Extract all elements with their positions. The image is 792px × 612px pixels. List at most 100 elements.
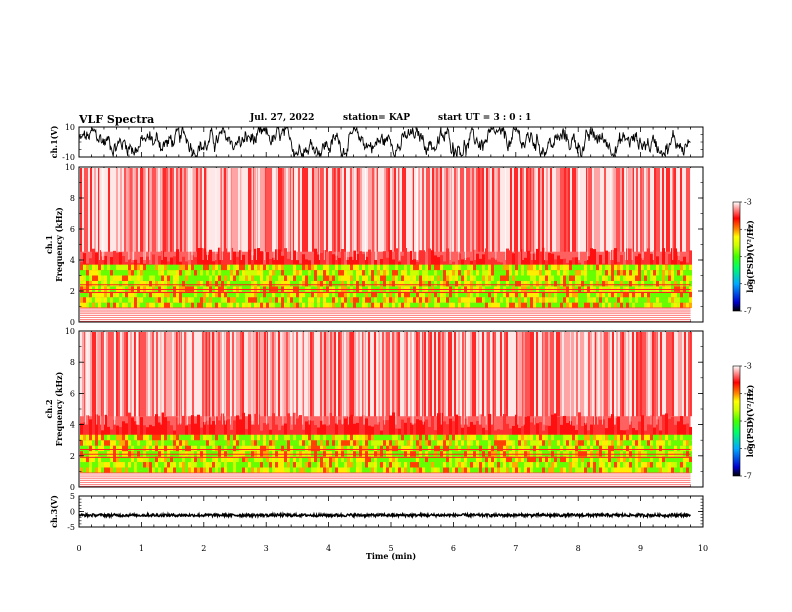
spectrogram-cell — [452, 291, 455, 298]
spectrogram-cell — [515, 291, 518, 298]
spectrogram-cell — [641, 415, 644, 436]
spectrogram-cell — [428, 462, 431, 468]
spectrogram-cell — [418, 332, 420, 417]
spectrogram-cell — [674, 434, 677, 441]
spectrogram-cell — [518, 264, 521, 271]
spectrogram-cell — [542, 462, 545, 468]
spectrogram-cell — [336, 168, 338, 252]
spectrogram-cell — [330, 332, 332, 417]
spectrogram-cell — [635, 445, 638, 452]
spectrogram-cell — [248, 445, 251, 452]
spectrogram-cell — [176, 467, 179, 473]
spectrogram-cell — [503, 467, 506, 473]
spectrogram-cell — [152, 462, 155, 468]
spectrogram-cell — [188, 462, 191, 468]
spectrogram-cell — [114, 168, 116, 252]
spectrogram-cell — [668, 253, 671, 271]
spectrogram-cell — [329, 412, 332, 436]
spectrogram-cell — [581, 456, 584, 463]
spectrogram-cell — [290, 445, 293, 452]
spectrogram-cell — [515, 445, 518, 452]
spectrogram-cell — [605, 445, 608, 452]
spectrogram-cell — [428, 445, 431, 452]
spectrogram-cell — [131, 280, 134, 287]
spectrogram-cell — [455, 291, 458, 298]
spectrogram-cell — [144, 332, 146, 417]
spectrogram-cell — [572, 425, 575, 436]
spectrogram-cell — [632, 467, 635, 473]
spectrogram-cell — [629, 440, 632, 446]
spectrogram-cell — [431, 462, 434, 468]
spectrogram-cell — [278, 297, 281, 303]
colorbar-label: log(PSD)(V²/Hz) — [745, 385, 755, 458]
spectrogram-cell — [281, 445, 284, 452]
spectrogram-cell — [215, 445, 218, 452]
spectrogram-cell — [266, 456, 269, 463]
spectrogram-cell — [116, 467, 119, 473]
spectrogram-cell — [101, 256, 104, 271]
spectrogram-cell — [452, 270, 455, 276]
spectrogram-cell — [566, 275, 569, 281]
spectrogram-cell — [407, 291, 410, 298]
spectrogram-cell — [488, 332, 490, 417]
spectrogram-cell — [155, 440, 158, 446]
spectrogram-cell — [530, 422, 533, 436]
spectrogram-cell — [434, 456, 437, 463]
spectrogram-cell — [437, 456, 440, 463]
spectrogram-cell — [520, 168, 522, 252]
spectrogram-cell — [83, 456, 86, 463]
spectrogram-cell — [167, 420, 170, 436]
spectrogram-cell — [287, 434, 290, 441]
spectrogram-cell — [158, 291, 161, 298]
spectrogram-cell — [588, 332, 590, 417]
spectrogram-cell — [527, 264, 530, 271]
spectrogram-cell — [227, 275, 230, 281]
y-axis-label-line: ch.1(V) — [49, 125, 59, 158]
spectrogram-cell — [248, 462, 251, 468]
spectrogram-cell — [566, 332, 568, 417]
spectrogram-cell — [656, 291, 659, 298]
spectrogram-cell — [437, 445, 440, 452]
spectrogram-cell — [524, 257, 527, 271]
spectrogram-cell — [108, 168, 110, 252]
spectrogram-cell — [233, 275, 236, 281]
spectrogram-cell — [566, 280, 569, 287]
spectrogram-cell — [530, 434, 533, 441]
spectrogram-cell — [102, 168, 104, 252]
spectrogram-cell — [498, 332, 500, 417]
spectrogram-cell — [167, 456, 170, 463]
spectrogram-cell — [560, 275, 563, 281]
spectrogram-cell — [362, 275, 365, 281]
spectrogram-cell — [476, 297, 479, 303]
spectrogram-cell — [254, 467, 257, 473]
spectrogram-cell — [515, 275, 518, 281]
spectrogram-cell — [653, 291, 656, 298]
spectrogram-cell — [590, 275, 593, 281]
spectrogram-cell — [665, 270, 668, 276]
spectrogram-cell — [431, 280, 434, 287]
spectrogram-cell — [434, 302, 437, 309]
spectrogram-cell — [281, 434, 284, 441]
spectrogram-cell — [89, 467, 92, 473]
spectrogram-cell — [377, 280, 380, 287]
spectrogram-cell — [488, 297, 491, 303]
spectrogram-cell — [126, 332, 128, 417]
spectrogram-cell — [248, 456, 251, 463]
spectrogram-cell — [512, 264, 515, 271]
spectrogram-cell — [521, 270, 524, 276]
spectrogram-cell — [136, 332, 138, 417]
spectrogram-cell — [558, 332, 560, 417]
spectrogram-cell — [488, 440, 491, 446]
spectrogram-cell — [110, 264, 113, 271]
spectrogram-cell — [458, 467, 461, 473]
spectrogram-cell — [260, 434, 263, 441]
spectrogram-cell — [608, 297, 611, 303]
spectrogram-cell — [158, 280, 161, 287]
spectrogram-cell — [440, 275, 443, 281]
spectrogram-cell — [308, 297, 311, 303]
spectrogram-cell — [443, 270, 446, 276]
spectrogram-cell — [161, 297, 164, 303]
spectrogram-cell — [407, 440, 410, 446]
spectrogram-cell — [425, 462, 428, 468]
ch3-waveform-line — [78, 511, 691, 520]
